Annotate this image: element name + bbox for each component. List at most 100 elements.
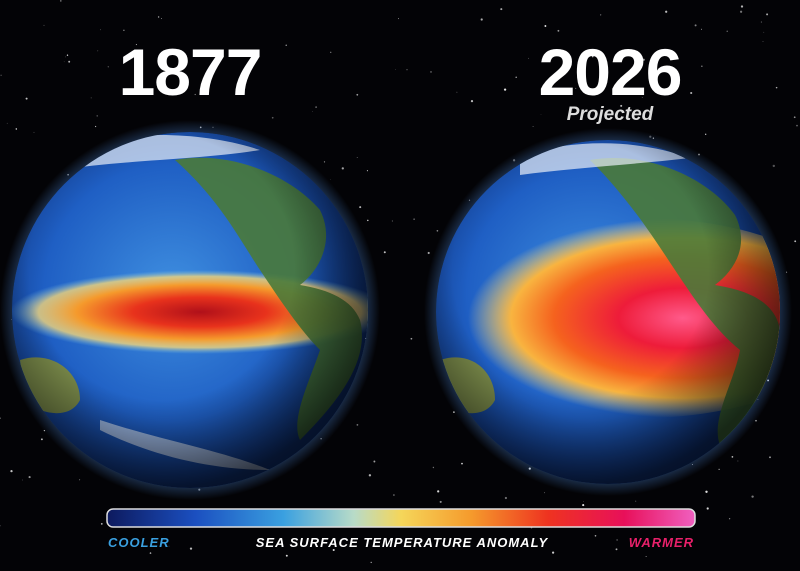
star [96, 115, 98, 117]
star [762, 41, 764, 42]
star [149, 552, 152, 554]
star [591, 55, 594, 58]
star [285, 554, 288, 557]
star [100, 29, 101, 31]
star [28, 476, 31, 479]
star [123, 29, 125, 32]
star [456, 91, 458, 93]
star [769, 456, 771, 459]
star [97, 50, 99, 52]
color-scale [106, 508, 696, 528]
star [285, 44, 287, 46]
star [383, 251, 386, 254]
star [432, 466, 435, 469]
star [575, 87, 577, 89]
star [760, 21, 762, 23]
star [794, 240, 797, 243]
star [665, 10, 668, 13]
year-title: 1877 [119, 35, 262, 109]
star [43, 24, 45, 26]
star [583, 500, 584, 502]
star [690, 91, 693, 95]
star [544, 492, 546, 494]
star [504, 496, 508, 500]
star [366, 170, 368, 172]
star [772, 164, 775, 168]
star [356, 93, 359, 96]
star [470, 100, 474, 103]
star [515, 76, 517, 79]
star [694, 24, 697, 27]
star [157, 16, 160, 18]
star [461, 462, 463, 465]
star [413, 218, 415, 220]
star [392, 494, 395, 496]
star [728, 518, 731, 520]
legend-high: WARMER [629, 535, 694, 550]
star [395, 69, 396, 70]
star [706, 507, 709, 510]
star [330, 51, 332, 53]
star [15, 128, 18, 130]
star [642, 58, 645, 61]
star [341, 167, 344, 170]
star [615, 548, 618, 551]
star [94, 125, 97, 128]
star [356, 424, 359, 426]
star [594, 534, 597, 537]
globe-2026 [424, 128, 792, 496]
star [483, 539, 485, 541]
star [705, 133, 707, 135]
star [59, 0, 62, 2]
star [100, 522, 103, 525]
year-subtitle: Projected [567, 104, 654, 125]
star [65, 56, 66, 58]
star [6, 122, 8, 124]
star [66, 54, 69, 56]
star [25, 97, 28, 100]
star [68, 60, 71, 63]
star [740, 5, 744, 8]
star [600, 72, 602, 74]
star [194, 93, 196, 96]
star [775, 86, 778, 89]
star [739, 10, 743, 13]
star [552, 551, 555, 554]
star [503, 88, 507, 91]
star [500, 8, 503, 11]
star [332, 548, 335, 552]
star [410, 337, 413, 340]
star [726, 30, 728, 32]
star [557, 29, 560, 32]
star [439, 500, 442, 503]
star [582, 504, 585, 507]
star [107, 66, 109, 68]
star [370, 561, 372, 564]
star [600, 14, 602, 16]
star [161, 18, 162, 19]
star [368, 474, 372, 477]
star [398, 18, 399, 20]
star [793, 116, 796, 119]
star [271, 116, 274, 119]
star [544, 25, 547, 27]
star [620, 104, 623, 107]
star [189, 547, 193, 550]
star [700, 28, 703, 30]
star [0, 417, 1, 419]
star [315, 106, 317, 108]
star [135, 44, 137, 46]
star [168, 545, 170, 547]
star [737, 460, 739, 462]
star [532, 125, 534, 128]
star [705, 490, 708, 493]
globe-1877 [0, 120, 380, 500]
star [0, 74, 2, 76]
star [616, 539, 618, 541]
star [796, 124, 798, 127]
star [33, 131, 35, 133]
star [330, 179, 332, 180]
star [79, 479, 81, 481]
star [763, 31, 765, 33]
